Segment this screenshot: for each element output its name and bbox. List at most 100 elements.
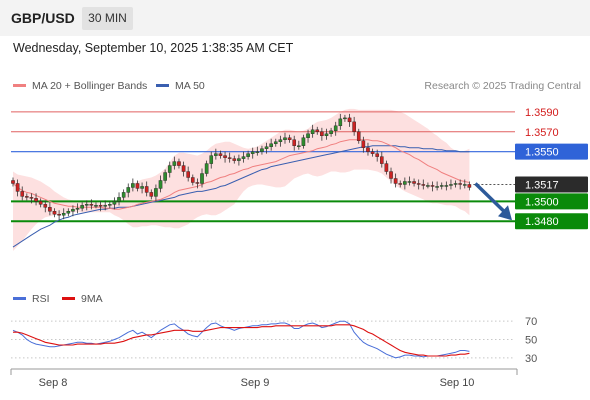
candle-body <box>264 146 269 149</box>
candle-body <box>255 151 260 153</box>
candle-body <box>80 205 84 209</box>
candle-body <box>287 137 292 140</box>
bollinger-band <box>13 108 470 252</box>
candle-body <box>75 208 80 210</box>
ma20-legend-label: MA 20 + Bollinger Bands <box>32 80 148 92</box>
candle-body <box>154 188 158 197</box>
candle-body <box>29 197 34 199</box>
timeframe-badge[interactable]: 30 MIN <box>82 7 133 30</box>
candle-body <box>366 147 370 152</box>
candle-body <box>283 137 287 140</box>
candle-body <box>195 182 200 184</box>
candle-body <box>310 129 315 134</box>
candle-body <box>462 184 467 186</box>
instrument-title: GBP/USD <box>11 10 75 26</box>
x-tick-label: Sep 10 <box>440 377 475 389</box>
x-tick-label: Sep 9 <box>241 377 270 389</box>
candle-body <box>177 161 181 166</box>
level-1-3570-label: 1.3570 <box>525 127 559 139</box>
level-1-3550-label: 1.3550 <box>525 147 559 159</box>
candle-body <box>209 155 214 164</box>
ma9-legend: 9MA <box>62 293 103 305</box>
rsi-tick-30: 30 <box>525 353 537 365</box>
candle-body <box>71 209 75 212</box>
level-1-3480-label: 1.3480 <box>525 216 559 228</box>
rsi-swatch <box>13 296 26 300</box>
candle-body <box>144 186 149 193</box>
candle-body <box>343 117 347 120</box>
candle-body <box>38 201 43 205</box>
candle-body <box>25 196 29 198</box>
rsi-tick-50: 50 <box>525 335 537 347</box>
candle-body <box>43 204 48 208</box>
candle-body <box>439 185 444 187</box>
candle-body <box>412 181 416 184</box>
candle-body <box>416 183 421 185</box>
candle-body <box>380 156 384 164</box>
candle-body <box>214 153 218 156</box>
candle-body <box>94 205 98 207</box>
candle-body <box>20 191 25 197</box>
candle-body <box>103 205 107 207</box>
candle-body <box>297 145 301 147</box>
candle-body <box>131 183 135 188</box>
ma20-line <box>12 139 470 210</box>
candle-body <box>232 158 237 161</box>
rsi-legend-label: RSI <box>32 293 50 305</box>
candle-body <box>315 129 320 132</box>
ma50-line <box>12 145 470 248</box>
rsi-tick-70: 70 <box>525 316 537 328</box>
candle-body <box>426 185 430 187</box>
candle-body <box>292 139 297 146</box>
candle-body <box>48 207 52 212</box>
ma20-swatch <box>13 83 26 87</box>
candle-body <box>444 185 449 187</box>
level-1-3517-box <box>515 176 588 193</box>
candle-body <box>246 153 250 157</box>
candle-body <box>57 214 61 216</box>
candle-body <box>172 161 177 166</box>
candle-body <box>458 183 462 185</box>
candle-body <box>190 177 195 183</box>
candle-body <box>361 140 366 148</box>
candle-body <box>34 198 38 202</box>
candle-body <box>61 213 66 216</box>
candle-body <box>375 153 379 157</box>
candle-body <box>467 184 472 188</box>
candle-body <box>167 165 172 173</box>
candle-body <box>352 121 356 132</box>
ma50-legend-label: MA 50 <box>175 80 205 92</box>
candle-body <box>421 184 426 186</box>
candle-body <box>435 186 439 188</box>
candle-body <box>126 187 131 193</box>
level-1-3550-box <box>515 143 588 160</box>
candle-body <box>149 192 154 197</box>
candle-body <box>112 201 117 205</box>
candle-body <box>223 155 227 158</box>
candle-body <box>407 181 412 183</box>
candle-body <box>163 172 167 181</box>
candle-body <box>449 184 453 186</box>
candles-group <box>11 113 472 221</box>
level-1-3500-box <box>515 193 588 210</box>
candle-body <box>186 171 190 178</box>
ma9-legend-label: 9MA <box>81 293 103 305</box>
candle-body <box>218 153 223 156</box>
candle-body <box>273 141 278 144</box>
candle-body <box>398 183 403 185</box>
rsi-line <box>12 320 470 359</box>
credit-text: Research © 2025 Trading Central <box>424 80 581 92</box>
candle-body <box>269 143 273 147</box>
candle-body <box>241 156 246 159</box>
candle-body <box>389 171 393 179</box>
candle-body <box>227 157 232 159</box>
candle-body <box>370 151 375 154</box>
candle-body <box>356 131 361 141</box>
candle-body <box>204 163 209 174</box>
candle-body <box>260 148 264 152</box>
candle-body <box>108 204 112 206</box>
candle-body <box>89 204 94 206</box>
candle-body <box>117 197 121 202</box>
candle-body <box>393 178 398 184</box>
